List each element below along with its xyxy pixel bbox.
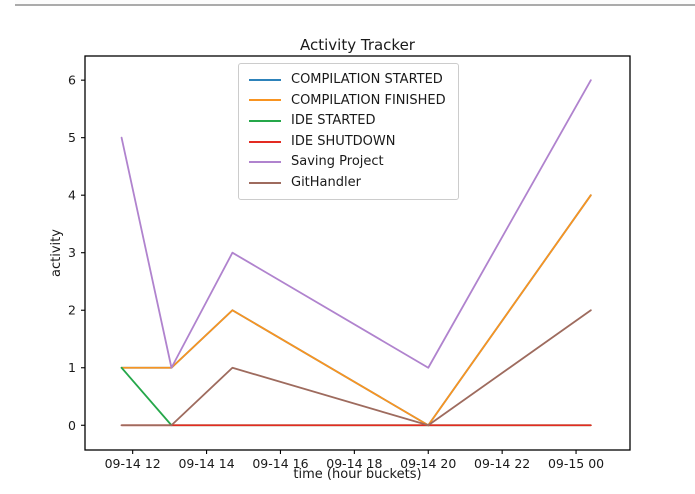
legend-label: Saving Project bbox=[291, 154, 384, 170]
legend-item: IDE SHUTDOWN bbox=[249, 134, 446, 150]
x-tick-label: 09-14 20 bbox=[400, 456, 456, 471]
y-tick-label: 2 bbox=[68, 303, 76, 318]
legend-swatch bbox=[249, 140, 281, 143]
y-tick-label: 3 bbox=[68, 245, 76, 260]
y-tick-label: 1 bbox=[68, 360, 76, 375]
y-tick-label: 6 bbox=[68, 73, 76, 88]
legend-label: IDE STARTED bbox=[291, 113, 376, 129]
series-line-compilation-finished bbox=[120, 194, 592, 427]
x-tick-label: 09-15 00 bbox=[548, 456, 604, 471]
series-line-compilation-started bbox=[120, 194, 592, 427]
chart-title: Activity Tracker bbox=[300, 36, 415, 54]
legend-item: Saving Project bbox=[249, 154, 446, 170]
x-tick-label: 09-14 16 bbox=[252, 456, 308, 471]
legend-label: IDE SHUTDOWN bbox=[291, 133, 396, 149]
legend-item: GitHandler bbox=[249, 175, 446, 191]
legend-item: COMPILATION FINISHED bbox=[249, 93, 446, 109]
chart-legend: COMPILATION STARTED COMPILATION FINISHED I… bbox=[238, 63, 459, 200]
x-tick-label: 09-14 12 bbox=[105, 456, 161, 471]
legend-label: COMPILATION STARTED bbox=[291, 72, 443, 87]
legend-item: IDE STARTED bbox=[249, 113, 446, 129]
legend-label: COMPILATION FINISHED bbox=[291, 92, 446, 108]
top-divider bbox=[15, 0, 695, 6]
legend-swatch bbox=[249, 119, 281, 122]
legend-swatch bbox=[249, 78, 281, 81]
x-axis-label: time (hour buckets) bbox=[293, 467, 422, 482]
series-line-ide-started bbox=[120, 366, 592, 427]
legend-swatch bbox=[249, 181, 281, 184]
legend-swatch bbox=[249, 99, 281, 102]
y-axis-label: activity bbox=[49, 229, 64, 277]
legend-swatch bbox=[249, 161, 281, 164]
x-tick-label: 09-14 14 bbox=[178, 456, 234, 471]
legend-label: GitHandler bbox=[291, 174, 361, 190]
x-tick-label: 09-14 18 bbox=[326, 456, 382, 471]
series-line-githandler bbox=[120, 309, 592, 427]
x-tick-label: 09-14 22 bbox=[474, 456, 530, 471]
y-tick-label: 5 bbox=[68, 130, 76, 145]
series-line-saving-project bbox=[120, 79, 592, 369]
legend-item: COMPILATION STARTED bbox=[249, 72, 446, 88]
y-tick-label: 4 bbox=[68, 188, 76, 203]
y-tick-label: 0 bbox=[68, 418, 76, 433]
